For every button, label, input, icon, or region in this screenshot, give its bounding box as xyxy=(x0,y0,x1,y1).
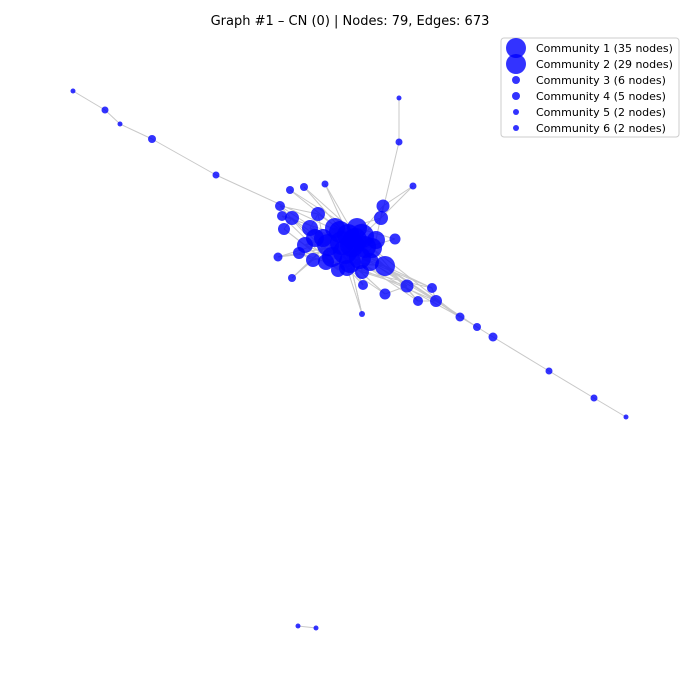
graph-node xyxy=(314,229,332,247)
legend-label: Community 1 (35 nodes) xyxy=(536,42,673,55)
graph-node xyxy=(355,265,369,279)
graph-node xyxy=(358,280,368,290)
graph-node xyxy=(300,183,308,191)
graph-edge xyxy=(72,90,106,111)
legend-label: Community 6 (2 nodes) xyxy=(536,122,666,135)
legend-label: Community 4 (5 nodes) xyxy=(536,90,666,103)
graph-nodes xyxy=(70,88,629,631)
graph-node xyxy=(395,138,403,146)
graph-node xyxy=(318,254,334,270)
graph-node xyxy=(273,252,283,262)
graph-edge xyxy=(380,185,414,219)
graph-node xyxy=(400,279,414,293)
legend-marker xyxy=(506,54,526,74)
graph-node xyxy=(117,121,123,127)
graph-node xyxy=(409,182,417,190)
legend-marker xyxy=(513,109,519,115)
graph-node xyxy=(295,623,301,629)
graph-edge xyxy=(297,625,317,629)
graph-node xyxy=(375,256,395,276)
graph-node xyxy=(430,295,442,307)
legend-label: Community 5 (2 nodes) xyxy=(536,106,666,119)
graph-node xyxy=(70,88,76,94)
graph-node xyxy=(427,283,437,293)
graph-title: Graph #1 – CN (0) | Nodes: 79, Edges: 67… xyxy=(211,14,490,29)
graph-node xyxy=(376,199,390,213)
graph-node xyxy=(212,171,220,179)
legend-marker xyxy=(506,38,526,58)
legend-label: Community 2 (29 nodes) xyxy=(536,58,673,71)
graph-node xyxy=(623,414,629,420)
graph-node xyxy=(302,220,318,236)
graph-node xyxy=(297,237,313,253)
graph-node xyxy=(101,106,109,114)
graph-edge xyxy=(492,336,550,372)
graph-node xyxy=(311,207,325,221)
graph-node xyxy=(473,323,481,331)
graph-node xyxy=(306,253,320,267)
graph-node xyxy=(331,263,345,277)
graph-node xyxy=(277,211,287,221)
graph-node xyxy=(590,394,598,402)
graph-node xyxy=(275,201,285,211)
graph-node xyxy=(396,95,402,101)
graph-edge xyxy=(346,267,363,315)
legend: Community 1 (35 nodes) Community 2 (29 no… xyxy=(500,37,680,138)
graph-edge xyxy=(151,138,217,176)
graph-node xyxy=(285,211,299,225)
graph-node xyxy=(286,186,294,194)
graph-edge xyxy=(593,397,627,418)
legend-frame xyxy=(500,37,680,138)
graph-node xyxy=(313,625,319,631)
graph-node xyxy=(359,311,365,317)
graph-node xyxy=(288,274,296,282)
graph-edge xyxy=(548,370,595,399)
graph-edge xyxy=(119,123,153,140)
graph-node xyxy=(389,233,401,245)
legend-label: Community 3 (6 nodes) xyxy=(536,74,666,87)
graph-node xyxy=(379,288,391,300)
graph-node xyxy=(278,223,290,235)
graph-node xyxy=(413,296,423,306)
graph-node xyxy=(148,135,156,143)
graph-node xyxy=(545,367,553,375)
graph-node xyxy=(337,224,359,246)
legend-marker xyxy=(512,92,520,100)
graph-node xyxy=(321,180,329,188)
graph-node xyxy=(488,332,498,342)
graph-node xyxy=(374,211,388,225)
legend-marker xyxy=(513,125,519,131)
graph-node xyxy=(455,312,465,322)
legend-marker xyxy=(512,76,520,84)
